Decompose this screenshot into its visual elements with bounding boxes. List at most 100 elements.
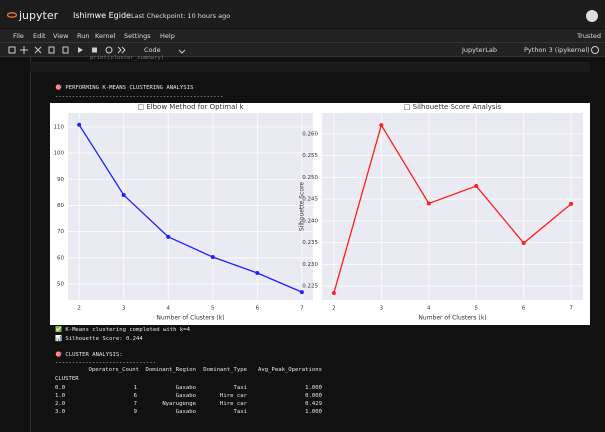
menu-item[interactable]: Settings: [124, 32, 151, 40]
table-cell: Taxi: [233, 409, 247, 415]
logo: jupyter: [19, 9, 59, 22]
notebook-name[interactable]: Ishimwe Egide: [73, 11, 131, 20]
index-cell: 1.0: [55, 393, 66, 399]
data-point: [521, 241, 526, 246]
table-cell: 7: [133, 401, 137, 407]
trusted[interactable]: Trusted: [577, 32, 601, 40]
menu-item[interactable]: File: [13, 32, 24, 40]
menu-item[interactable]: Run: [77, 32, 90, 40]
data-point: [331, 291, 336, 296]
data-point: [77, 122, 82, 127]
table-cell: 0.000: [305, 393, 322, 399]
y-tick-label: 0.240: [302, 218, 318, 224]
x-tick-label: 6: [256, 306, 260, 312]
cell-divider: [30, 62, 590, 72]
x-tick-label: 6: [522, 306, 526, 312]
y-tick-label: 0.225: [302, 284, 318, 290]
menu-item[interactable]: Help: [160, 32, 175, 40]
x-tick-label: 5: [474, 306, 478, 312]
column-header: Avg_Peak_Operations: [258, 367, 322, 373]
cell-border: [30, 57, 31, 432]
logo-icon: [7, 12, 17, 18]
x-axis-label: Number of Clusters (k): [156, 315, 224, 322]
y-tick-label: 0.245: [302, 197, 318, 203]
x-tick-label: 3: [122, 306, 126, 312]
index-cell: 2.0: [55, 401, 66, 407]
x-tick-label: 7: [569, 306, 573, 312]
checkpoint: Last Checkpoint: 10 hours ago: [131, 12, 231, 20]
table-cell: Nyarugenge: [162, 401, 196, 407]
table-cell: Gasabo: [175, 393, 196, 399]
table-cell: Taxi: [233, 385, 247, 391]
output-line: 📊 Silhouette Score: 0.244: [55, 336, 143, 342]
index-cell: 3.0: [55, 409, 66, 415]
chart-title: □ Elbow Method for Optimal k: [137, 103, 244, 111]
y-tick-label: 0.235: [302, 240, 318, 246]
plot-area: [68, 113, 313, 300]
y-tick-label: 90: [57, 177, 64, 183]
x-tick-label: 7: [300, 306, 304, 312]
output-rule: ------------------------------: [55, 360, 157, 366]
x-axis-label: Number of Clusters (k): [418, 315, 486, 322]
column-header: Dominant_Region: [145, 367, 196, 373]
y-tick-label: 50: [57, 282, 64, 288]
x-tick-label: 2: [332, 306, 336, 312]
jupyterlab-link[interactable]: JupyterLab: [462, 46, 497, 54]
y-tick-label: 0.255: [302, 153, 318, 159]
chart-image: 50 60 70 80 90 100 110 2 3 4 5 6 7 □ Elbow Method for…: [50, 103, 590, 325]
x-tick-label: 4: [427, 306, 431, 312]
y-tick-label: 80: [57, 203, 64, 209]
y-tick-label: 0.260: [302, 131, 318, 137]
x-tick-label: 2: [77, 306, 81, 312]
data-line: [78, 124, 303, 293]
x-tick-label: 5: [211, 306, 215, 312]
python-logo: [586, 10, 598, 22]
y-axis-label: Silhouette Score: [299, 182, 306, 232]
y-tick-label: 0.250: [302, 175, 318, 181]
menu-item[interactable]: Edit: [33, 32, 46, 40]
table-cell: Hire car: [220, 393, 247, 399]
header: [0, 0, 605, 28]
y-tick-label: 110: [54, 124, 65, 130]
table-cell: Gasabo: [175, 409, 196, 415]
menu-bar: [0, 29, 605, 43]
cell-type[interactable]: Code: [144, 46, 161, 54]
data-point: [426, 201, 431, 206]
column-header: Dominant_Type: [203, 367, 247, 373]
data-point: [210, 255, 215, 260]
table-cell: Gasabo: [175, 385, 196, 391]
data-point: [379, 123, 384, 128]
x-tick-label: 3: [380, 306, 384, 312]
output-rule: ----------------------------------------…: [55, 94, 224, 100]
data-point: [474, 184, 479, 189]
table-cell: 9: [133, 409, 137, 415]
y-tick-label: 0.230: [302, 262, 318, 268]
table-cell: 1: [133, 385, 137, 391]
output-heading: 🎯 PERFORMING K-MEANS CLUSTERING ANALYSIS: [55, 85, 194, 91]
table-cell: 6: [133, 393, 137, 399]
data-point: [255, 271, 260, 276]
data-point: [166, 234, 171, 239]
y-tick-label: 100: [54, 151, 65, 157]
table-cell: Hire car: [220, 401, 247, 407]
data-line: [333, 123, 572, 294]
data-point: [299, 290, 304, 295]
menu-item[interactable]: Kernel: [95, 32, 116, 40]
data-point: [569, 201, 574, 206]
table-cell: 1.000: [305, 385, 322, 391]
index-name: CLUSTER: [55, 376, 79, 382]
toolbar-icons[interactable]: [8, 45, 143, 55]
kernel-status: [591, 46, 599, 54]
x-tick-label: 4: [166, 306, 170, 312]
toolbar: [0, 43, 605, 57]
data-point: [121, 192, 126, 197]
dropdown[interactable]: [178, 47, 186, 55]
table-cell: 0.429: [305, 401, 322, 407]
menu-item[interactable]: View: [53, 32, 69, 40]
y-tick-label: 60: [57, 255, 64, 261]
output-heading: 🎯 CLUSTER ANALYSIS:: [55, 352, 123, 358]
kernel-name[interactable]: Python 3 (ipykernel): [524, 46, 590, 54]
index-cell: 0.0: [55, 385, 66, 391]
code-line: print(cluster_summary): [90, 55, 165, 61]
